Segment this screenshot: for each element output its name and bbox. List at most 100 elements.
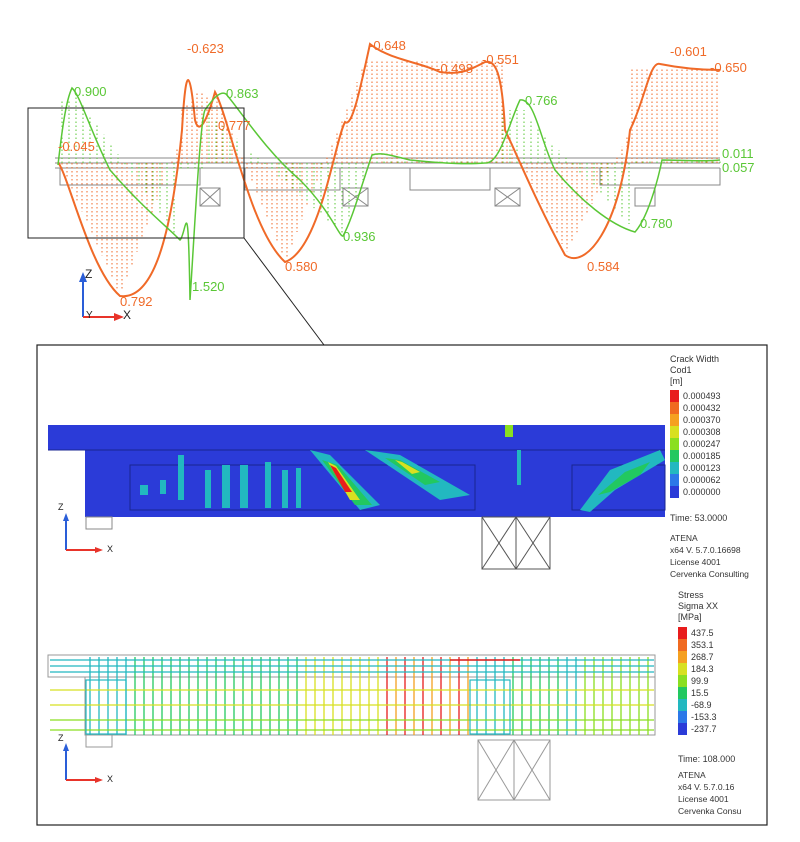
crack-legend: 0.000493 0.000432 0.000370 0.000308 0.000247… <box>670 390 721 498</box>
stress-legend-value-4: 99.9 <box>691 676 709 686</box>
stress-legend-swatch-8 <box>678 723 687 735</box>
label-orange-2: -0.648 <box>369 38 406 53</box>
stress-legend-value-1: 353.1 <box>691 640 714 650</box>
stress-legend-title-1: Stress <box>678 590 704 600</box>
crack-info-3: License 4001 <box>670 557 721 567</box>
crack-legend-value-2: 0.000370 <box>683 415 721 425</box>
stress-legend-value-8: -237.7 <box>691 724 717 734</box>
crack-beam-web <box>85 450 665 517</box>
stress-legend-swatch-5 <box>678 687 687 699</box>
label-green-7: 0.780 <box>640 216 673 231</box>
axis-triad-stress: Z X <box>58 733 113 784</box>
crack-legend-title-2: Cod1 <box>670 365 692 375</box>
crack-legend-swatch-3 <box>670 426 679 438</box>
crack-legend-title-1: Crack Width <box>670 354 719 364</box>
crack-legend-value-3: 0.000308 <box>683 427 721 437</box>
stress-legend-value-3: 184.3 <box>691 664 714 674</box>
top-plot: -0.623 -0.648 -0.498 -0.551 -0.601 -0.65… <box>27 38 755 346</box>
crack-legend-value-8: 0.000000 <box>683 487 721 497</box>
stress-legend-value-0: 437.5 <box>691 628 714 638</box>
stress-legend-value-2: 268.7 <box>691 652 714 662</box>
rebar-cage-left <box>85 679 127 735</box>
crack-legend-swatch-1 <box>670 402 679 414</box>
orange-stems <box>61 57 718 291</box>
crack-legend-value-7: 0.000062 <box>683 475 721 485</box>
stress-info-4: Cervenka Consu <box>678 806 742 816</box>
crack-legend-swatch-0 <box>670 390 679 402</box>
stress-axis-x: X <box>107 774 113 784</box>
crack-axis-z: Z <box>58 502 64 512</box>
orange-curve <box>57 42 721 298</box>
label-orange-8: 0.777 <box>218 118 251 133</box>
crack-legend-swatch-4 <box>670 438 679 450</box>
crack-legend-value-1: 0.000432 <box>683 403 721 413</box>
stress-legend: 437.5 353.1 268.7 184.3 99.9 15.5 -68.9 -153.3 -… <box>678 627 717 735</box>
rebar-cage-mid <box>469 679 511 735</box>
crack-legend-value-0: 0.000493 <box>683 391 721 401</box>
label-orange-10: 0.584 <box>587 259 620 274</box>
label-orange-9: 0.580 <box>285 259 318 274</box>
crack-pattern <box>140 425 665 512</box>
green-curve <box>57 86 721 301</box>
crack-legend-value-5: 0.000185 <box>683 451 721 461</box>
label-green-5: 0.057 <box>722 160 755 175</box>
stress-legend-swatch-1 <box>678 639 687 651</box>
crack-width-view: Crack Width Cod1 [m] 0.0004930.0004320.0… <box>48 354 749 579</box>
stress-legend-swatch-2 <box>678 651 687 663</box>
label-green-6: 0.936 <box>343 229 376 244</box>
crack-legend-value-4: 0.000247 <box>683 439 721 449</box>
axis-label-y: Y <box>86 310 93 321</box>
label-orange-7: -0.045 <box>58 139 95 154</box>
axis-label-x: X <box>123 308 131 322</box>
label-orange-1: -0.623 <box>187 41 224 56</box>
stress-view: Stress Sigma XX [MPa] 437.5 353.1 268.7 184… <box>47 590 742 816</box>
crack-legend-value-6: 0.000123 <box>683 463 721 473</box>
label-green-8: 1.520 <box>192 279 225 294</box>
reinforcement-bars <box>50 657 654 735</box>
stress-axis-z: Z <box>58 733 64 743</box>
beam-outline <box>55 157 721 207</box>
stress-time: Time: 108.000 <box>678 754 735 764</box>
label-green-4: 0.011 <box>722 146 754 161</box>
green-value-labels: 0.900 0.863 0.766 0.011 0.057 0.936 0.78… <box>74 84 755 294</box>
crack-legend-swatch-5 <box>670 450 679 462</box>
label-green-1: 0.900 <box>74 84 107 99</box>
crack-legend-swatch-2 <box>670 414 679 426</box>
green-stems <box>61 95 721 234</box>
label-green-3: 0.766 <box>525 93 558 108</box>
crack-info-4: Cervenka Consulting <box>670 569 749 579</box>
axis-triad-crack: Z X <box>58 502 113 554</box>
detail-panel-frame <box>36 344 768 826</box>
stress-legend-value-5: 15.5 <box>691 688 709 698</box>
stress-legend-value-7: -153.3 <box>691 712 717 722</box>
crack-time: Time: 53.0000 <box>670 513 727 523</box>
crack-axis-x: X <box>107 544 113 554</box>
crack-info-1: ATENA <box>670 533 698 543</box>
crack-beam-flange <box>48 425 665 450</box>
crack-supports <box>481 516 551 570</box>
stress-legend-swatch-4 <box>678 675 687 687</box>
axis-triad-top: Z X Y <box>79 267 131 322</box>
crack-legend-swatch-8 <box>670 486 679 498</box>
label-orange-3: -0.498 <box>436 61 473 76</box>
label-green-2: 0.863 <box>226 86 259 101</box>
stress-legend-swatch-6 <box>678 699 687 711</box>
stress-legend-swatch-0 <box>678 627 687 639</box>
zoom-leader-line <box>243 237 325 346</box>
axis-label-z: Z <box>85 267 92 281</box>
crack-info-2: x64 V. 5.7.0.16698 <box>670 545 741 555</box>
label-orange-4: -0.551 <box>482 52 519 67</box>
crack-legend-title-3: [m] <box>670 376 683 386</box>
crack-legend-swatch-6 <box>670 462 679 474</box>
stress-legend-title-2: Sigma XX <box>678 601 718 611</box>
zoom-region-box <box>27 107 245 239</box>
stress-info-1: ATENA <box>678 770 706 780</box>
label-orange-5: -0.601 <box>670 44 707 59</box>
crack-legend-swatch-7 <box>670 474 679 486</box>
stress-info-3: License 4001 <box>678 794 729 804</box>
stress-legend-swatch-3 <box>678 663 687 675</box>
stress-legend-value-6: -68.9 <box>691 700 712 710</box>
orange-value-labels: -0.623 -0.648 -0.498 -0.551 -0.601 -0.65… <box>58 38 747 309</box>
stress-info-2: x64 V. 5.7.0.16 <box>678 782 735 792</box>
